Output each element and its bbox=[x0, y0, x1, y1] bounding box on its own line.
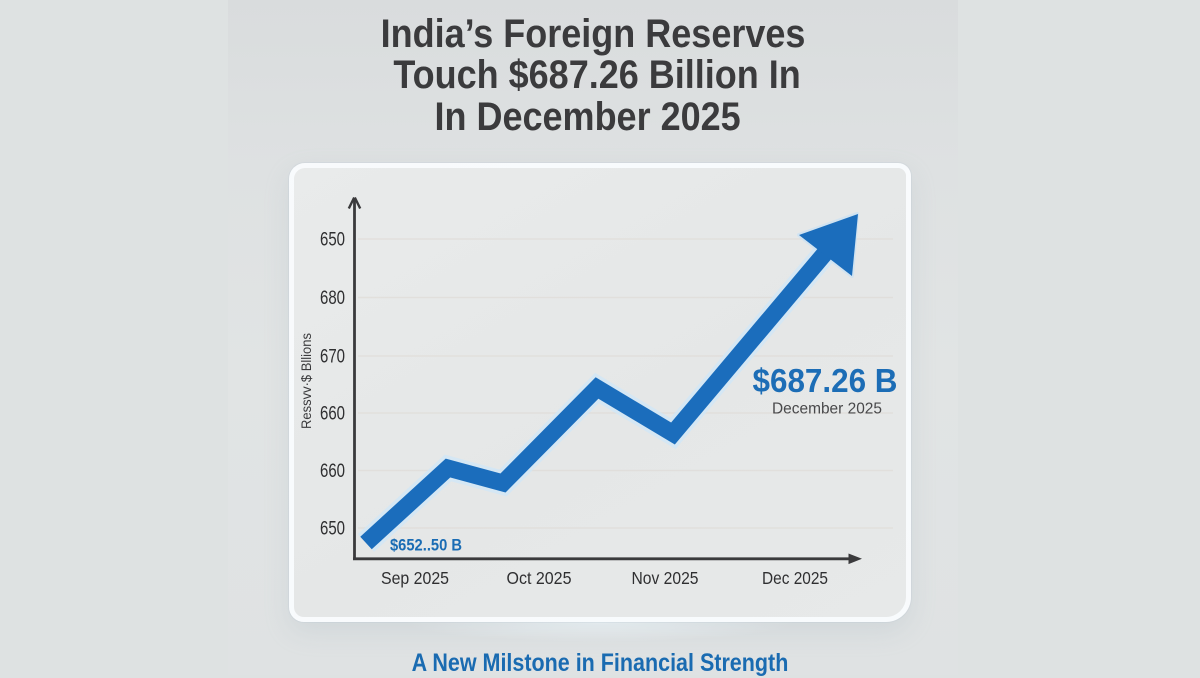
svg-text:650: 650 bbox=[320, 519, 345, 540]
svg-text:660: 660 bbox=[320, 404, 345, 425]
svg-text:Dec 2025: Dec 2025 bbox=[762, 568, 828, 588]
svg-text:December 2025: December 2025 bbox=[772, 401, 882, 418]
svg-text:650: 650 bbox=[320, 230, 345, 251]
svg-text:Oct 2025: Oct 2025 bbox=[507, 568, 572, 588]
svg-text:$687.26 B: $687.26 B bbox=[753, 362, 898, 399]
svg-text:Ressvv·$ Bllions: Ressvv·$ Bllions bbox=[299, 333, 314, 429]
svg-text:Nov 2025: Nov 2025 bbox=[632, 568, 699, 588]
svg-text:680: 680 bbox=[320, 288, 345, 309]
svg-text:660: 660 bbox=[320, 461, 345, 482]
svg-text:670: 670 bbox=[320, 347, 345, 368]
svg-text:Sep 2025: Sep 2025 bbox=[381, 568, 449, 588]
svg-text:$652..50 B: $652..50 B bbox=[390, 537, 462, 555]
